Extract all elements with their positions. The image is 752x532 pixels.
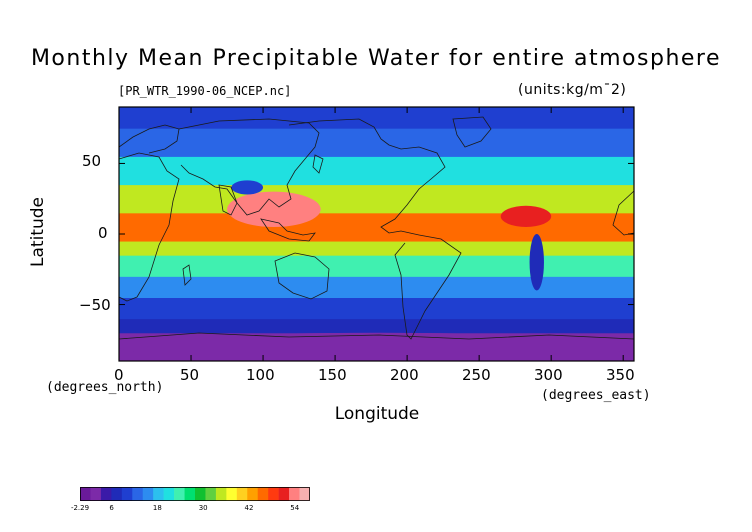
latitude-band xyxy=(119,128,634,157)
latitude-band xyxy=(119,297,634,320)
colorbar-swatch xyxy=(278,487,290,501)
heatmap-field xyxy=(119,107,634,361)
colorbar-swatch xyxy=(247,487,259,501)
latitude-band xyxy=(119,184,634,214)
colorbar-swatch xyxy=(163,487,175,501)
y-tick-label: −50 xyxy=(79,296,111,314)
y-tick-label: 50 xyxy=(82,152,102,170)
colorbar-swatch xyxy=(215,487,227,501)
colorbar-tick-label: 42 xyxy=(244,504,254,512)
y-unit-label: (degrees_north) xyxy=(46,380,164,395)
x-tick-label: 350 xyxy=(606,366,635,384)
units-label: (units:kg/m¯2) xyxy=(518,82,627,98)
latitude-band xyxy=(119,276,634,298)
colorbar-swatch xyxy=(195,487,206,501)
y-tick-label: 0 xyxy=(98,224,108,242)
colorbar-swatch xyxy=(236,487,248,501)
colorbar-swatch xyxy=(80,487,91,501)
x-tick-label: 100 xyxy=(246,366,275,384)
colorbar xyxy=(80,487,310,501)
colorbar-swatch xyxy=(289,487,300,501)
latitude-band xyxy=(119,318,634,334)
colorbar-swatch xyxy=(90,487,102,501)
colorbar-tick-label: 54 xyxy=(290,504,300,512)
latitude-band xyxy=(119,255,634,277)
colorbar-swatch xyxy=(299,487,310,501)
colorbar-swatch xyxy=(132,487,144,501)
region-andes xyxy=(529,234,544,291)
y-axis-label: Latitude xyxy=(28,197,48,267)
colorbar-swatch xyxy=(257,487,269,501)
colorbar-swatch xyxy=(100,487,112,501)
precipitable-water-map xyxy=(119,107,634,361)
colorbar-tick-label: 18 xyxy=(152,504,162,512)
colorbar-swatch xyxy=(174,487,185,501)
colorbar-swatch xyxy=(153,487,164,501)
x-tick-label: 300 xyxy=(534,366,563,384)
region-central-america-caribbean xyxy=(500,205,552,227)
colorbar-tick-label: -2.29 xyxy=(70,504,90,512)
latitude-band xyxy=(119,241,634,256)
region-antarctica xyxy=(119,332,634,361)
colorbar-tick-label: 30 xyxy=(198,504,208,512)
plot-title: Monthly Mean Precipitable Water for enti… xyxy=(30,46,722,71)
x-unit-label: (degrees_east) xyxy=(541,388,651,403)
colorbar-swatch xyxy=(205,487,217,501)
x-axis-label: Longitude xyxy=(334,404,420,424)
file-label: [PR_WTR_1990-06_NCEP.nc] xyxy=(118,84,292,98)
colorbar-swatch xyxy=(226,487,238,501)
colorbar-tick-label: 6 xyxy=(109,504,114,512)
latitude-band xyxy=(119,156,634,186)
colorbar-swatch xyxy=(142,487,154,501)
colorbar-swatch xyxy=(111,487,123,501)
colorbar-swatch xyxy=(184,487,196,501)
colorbar-swatch xyxy=(121,487,133,501)
region-tibetan-plateau xyxy=(231,180,264,195)
x-tick-label: 250 xyxy=(462,366,491,384)
x-tick-label: 150 xyxy=(318,366,347,384)
x-tick-label: 200 xyxy=(390,366,419,384)
latitude-band xyxy=(119,212,634,242)
colorbar-swatch xyxy=(268,487,279,501)
x-tick-label: 0 xyxy=(114,366,124,384)
x-tick-label: 50 xyxy=(180,366,200,384)
